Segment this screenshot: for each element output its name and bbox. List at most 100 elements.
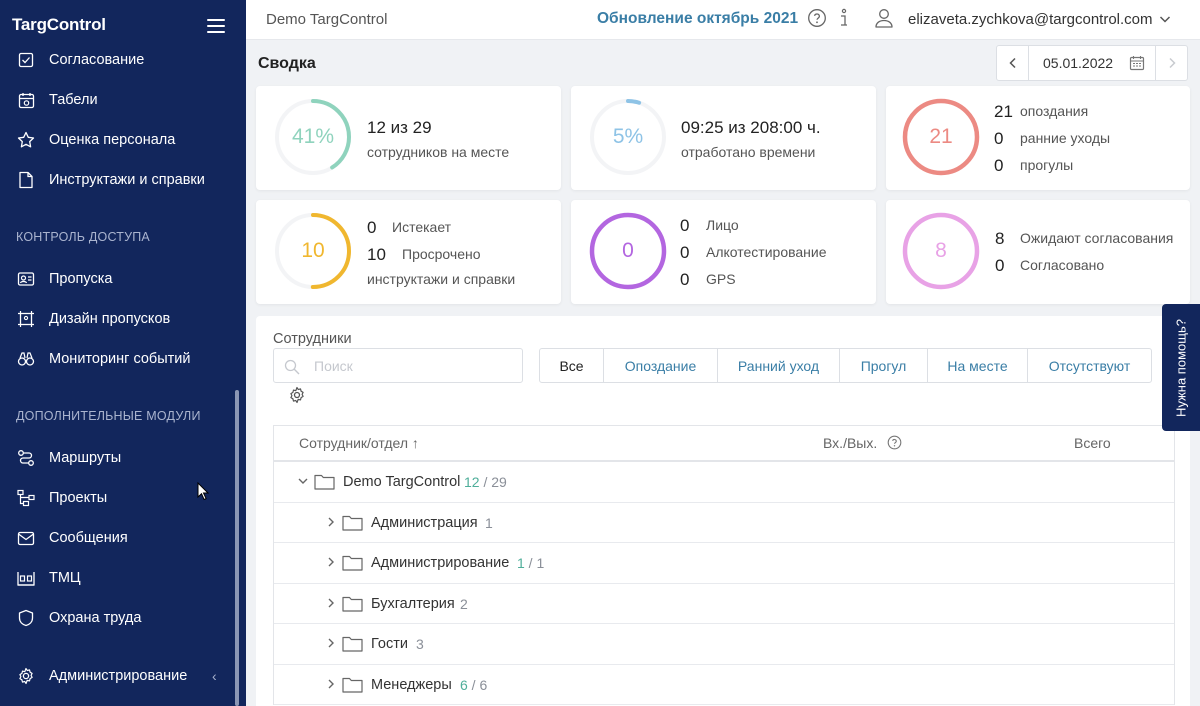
filter-late[interactable]: Опоздание bbox=[603, 349, 717, 382]
badge-icon bbox=[16, 269, 36, 289]
chevron-down-icon[interactable] bbox=[1159, 13, 1171, 25]
search-input[interactable] bbox=[314, 349, 514, 382]
sidebar-item-passes[interactable]: Пропуска bbox=[16, 267, 112, 291]
sidebar-item-label: Проекты bbox=[49, 490, 108, 506]
settings-gear-icon[interactable] bbox=[288, 386, 306, 404]
sidebar-item-messages[interactable]: Сообщения bbox=[16, 526, 128, 550]
sidebar-item-label: Сообщения bbox=[49, 530, 128, 546]
next-day-button[interactable] bbox=[1155, 46, 1187, 80]
briefings-total: 10 bbox=[301, 239, 325, 262]
column-employee[interactable]: Сотрудник/отдел ↑ bbox=[299, 435, 419, 451]
chevron-down-icon[interactable] bbox=[297, 475, 309, 487]
sidebar-item-pass-design[interactable]: Дизайн пропусков bbox=[16, 307, 170, 331]
chevron-right-icon[interactable] bbox=[325, 597, 337, 609]
filter-absence[interactable]: Прогул bbox=[839, 349, 927, 382]
date-picker: 05.01.2022 bbox=[996, 45, 1188, 81]
checks-ring bbox=[589, 212, 667, 290]
info-icon[interactable] bbox=[837, 8, 851, 28]
checks-card[interactable]: 0 0 Лицо 0 Алкотестирование 0 GPS bbox=[571, 200, 876, 304]
filter-missing[interactable]: Отсутствуют bbox=[1027, 349, 1151, 382]
sidebar-item-label: Пропуска bbox=[49, 271, 113, 287]
status-filter-group: Все Опоздание Ранний уход Прогул На мест… bbox=[539, 348, 1152, 383]
sidebar-scrollbar[interactable] bbox=[235, 390, 239, 706]
sidebar-item-projects[interactable]: Проекты bbox=[16, 486, 107, 510]
filter-present[interactable]: На месте bbox=[927, 349, 1027, 382]
presence-percent: 41% bbox=[291, 125, 335, 148]
badge-design-icon bbox=[16, 309, 36, 329]
late-count: 21 bbox=[994, 102, 1013, 121]
overdue-count: 10 bbox=[367, 245, 386, 264]
sidebar-item-label: Согласование bbox=[49, 52, 145, 68]
violations-card[interactable]: 21 21 опоздания 0 ранние уходы 0 прогулы bbox=[886, 86, 1190, 190]
menu-toggle-icon[interactable] bbox=[207, 19, 225, 37]
checklist-icon bbox=[16, 50, 36, 70]
department-count: 1 / 1 bbox=[517, 555, 545, 571]
approvals-total: 8 bbox=[935, 239, 947, 262]
chevron-right-icon bbox=[1168, 57, 1176, 69]
search-box bbox=[273, 348, 523, 383]
date-value: 05.01.2022 bbox=[1043, 55, 1114, 71]
table-row[interactable]: Demo TargControl 12 / 29 bbox=[274, 462, 1174, 503]
department-count: 2 bbox=[460, 595, 468, 612]
folder-icon bbox=[342, 595, 363, 612]
user-icon[interactable] bbox=[874, 7, 894, 29]
sidebar-item-event-monitoring[interactable]: Мониторинг событий bbox=[16, 347, 191, 371]
date-field[interactable]: 05.01.2022 bbox=[1029, 46, 1155, 80]
chevron-right-icon[interactable] bbox=[325, 556, 337, 568]
help-icon[interactable] bbox=[807, 8, 827, 28]
chevron-right-icon[interactable] bbox=[325, 516, 337, 528]
chevron-right-icon[interactable] bbox=[325, 678, 337, 690]
table-row[interactable]: Менеджеры 6 / 6 bbox=[274, 665, 1174, 705]
department-name: Менеджеры bbox=[371, 676, 452, 693]
monitoring-icon bbox=[16, 349, 36, 369]
table-row[interactable]: Администрация 1 bbox=[274, 503, 1174, 543]
update-link[interactable]: Обновление октябрь 2021 bbox=[597, 10, 799, 27]
gps-count: 0 bbox=[680, 270, 690, 289]
department-count: 6 / 6 bbox=[460, 676, 488, 693]
prev-day-button[interactable] bbox=[997, 46, 1029, 80]
early-leave-count: 0 bbox=[994, 129, 1004, 148]
presence-card[interactable]: 41% 12 из 29 сотрудников на месте bbox=[256, 86, 561, 190]
calendar-icon[interactable] bbox=[1129, 55, 1145, 71]
logo[interactable]: TargControl bbox=[12, 15, 106, 34]
department-count: 12 / 29 bbox=[464, 474, 507, 490]
sidebar-item-approval[interactable]: Согласование bbox=[16, 48, 144, 72]
sidebar-item-administration[interactable]: Администрирование bbox=[16, 664, 187, 688]
sidebar-item-inventory[interactable]: ТМЦ bbox=[16, 566, 81, 590]
approvals-card[interactable]: 8 8 Ожидают согласования 0 Согласовано bbox=[886, 200, 1190, 304]
sidebar: Согласование Табели Оценка персонала Инс… bbox=[0, 0, 246, 706]
sidebar-item-label: Мониторинг событий bbox=[49, 351, 191, 367]
absence-label: прогулы bbox=[1020, 157, 1074, 173]
table-row[interactable]: Бухгалтерия 2 bbox=[274, 584, 1174, 624]
face-label: Лицо bbox=[706, 217, 739, 233]
route-icon bbox=[16, 448, 36, 468]
worktime-value: 09:25 из 208:00 ч. bbox=[681, 118, 821, 137]
pending-count: 8 bbox=[995, 229, 1005, 248]
absence-count: 0 bbox=[994, 156, 1004, 175]
filter-all[interactable]: Все bbox=[559, 357, 584, 374]
table-row[interactable]: Гости 3 bbox=[274, 624, 1174, 665]
sidebar-item-label: Оценка персонала bbox=[49, 132, 176, 148]
filter-early-leave[interactable]: Ранний уход bbox=[717, 349, 839, 382]
presence-caption: сотрудников на месте bbox=[367, 144, 510, 160]
sidebar-section-modules: ДОПОЛНИТЕЛЬНЫЕ МОДУЛИ bbox=[16, 409, 201, 423]
early-leave-label: ранние уходы bbox=[1020, 130, 1111, 146]
sidebar-item-routes[interactable]: Маршруты bbox=[16, 446, 121, 470]
worktime-card[interactable]: 5% 09:25 из 208:00 ч. отработано времени bbox=[571, 86, 876, 190]
department-name: Гости bbox=[371, 636, 408, 652]
table-row[interactable]: Администрирование 1 / 1 bbox=[274, 543, 1174, 584]
chevron-right-icon[interactable] bbox=[325, 637, 337, 649]
sidebar-item-label: Табели bbox=[49, 92, 98, 108]
sidebar-item-labor-safety[interactable]: Охрана труда bbox=[16, 606, 141, 630]
help-icon[interactable] bbox=[887, 435, 902, 450]
help-tab-label: Нужна помощь? bbox=[1173, 318, 1189, 417]
employees-title: Сотрудники bbox=[273, 331, 352, 347]
help-tab[interactable]: Нужна помощь? bbox=[1162, 304, 1200, 431]
chevron-left-icon[interactable]: ‹ bbox=[212, 668, 217, 684]
briefings-card[interactable]: 10 0 Истекает 10 Просрочено инструктажи … bbox=[256, 200, 561, 304]
violations-ring bbox=[902, 98, 980, 176]
sidebar-item-briefings[interactable]: Инструктажи и справки bbox=[16, 168, 205, 192]
sidebar-item-rating[interactable]: Оценка персонала bbox=[16, 128, 175, 152]
user-email[interactable]: elizaveta.zychkova@targcontrol.com bbox=[908, 11, 1153, 28]
sidebar-item-timesheets[interactable]: Табели bbox=[16, 88, 98, 112]
